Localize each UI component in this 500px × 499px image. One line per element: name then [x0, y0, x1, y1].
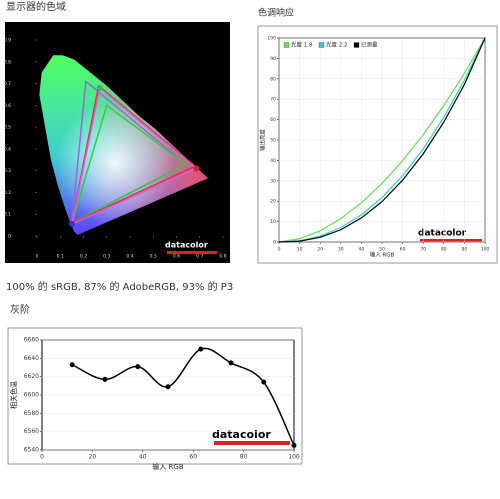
curve — [278, 37, 486, 243]
gamut-triangle — [70, 84, 197, 225]
legend-swatch — [318, 42, 325, 48]
point — [165, 384, 171, 390]
primary-point — [68, 221, 75, 228]
y-tick-label: 0.6 — [4, 103, 11, 109]
x-tick-label: 0.1 — [57, 254, 64, 260]
y-tick-label: 0.9 — [4, 38, 11, 44]
y-tick-label: 100 — [267, 36, 276, 42]
x-tick-label: 10 — [297, 247, 303, 253]
y-tick-label: 50 — [270, 138, 276, 144]
y-tick-label: 0.4 — [4, 146, 11, 152]
primary-point — [193, 165, 200, 172]
y-tick-label: 60 — [270, 117, 276, 123]
x-tick-label: 70 — [420, 247, 426, 253]
y-tick-label: 6640 — [24, 355, 39, 362]
y-tick-label: 70 — [270, 97, 276, 103]
y-tick-label: 0 — [273, 240, 276, 246]
y-tick-label: 0.5 — [4, 125, 11, 131]
x-axis-label: 输入 RGB — [152, 462, 184, 471]
y-tick-label: 0.8 — [4, 59, 11, 65]
x-tick-label: 0 — [278, 247, 281, 253]
x-tick-label: 20 — [89, 454, 97, 461]
watermark: datacolor — [418, 229, 467, 239]
y-tick-label: 0.2 — [4, 190, 11, 196]
watermark: datacolor — [165, 241, 208, 250]
y-tick-label: 0.1 — [4, 212, 11, 218]
y-tick-label: 6560 — [24, 428, 39, 435]
y-axis-label: 输出亮度 — [259, 129, 267, 152]
y-tick-label: 0.3 — [4, 168, 11, 174]
x-tick-label: 100 — [288, 454, 300, 461]
y-tick-label: 6580 — [24, 410, 39, 417]
x-tick-label: 0.5 — [150, 254, 157, 260]
x-tick-label: 60 — [189, 454, 197, 461]
x-tick-label: 20 — [317, 247, 323, 253]
y-axis-label: 相关色温 — [9, 381, 18, 409]
legend-label: 光度 1.8 — [291, 41, 313, 49]
y-tick-label: 80 — [270, 76, 276, 82]
y-tick-label: 30 — [270, 178, 276, 184]
point — [261, 379, 267, 385]
x-tick-label: 0.6 — [173, 254, 180, 260]
chart-title: 灰阶 — [10, 303, 30, 316]
curve — [278, 37, 486, 243]
x-tick-label: 0.3 — [103, 254, 110, 260]
y-tick-label: 6660 — [24, 337, 39, 344]
logo-bar — [214, 441, 290, 445]
legend-label: 已测量 — [361, 41, 378, 49]
x-tick-label: 80 — [441, 247, 447, 253]
x-tick-label: 60 — [400, 247, 406, 253]
y-tick-label: 90 — [270, 56, 276, 62]
curve — [278, 37, 486, 243]
legend-swatch — [353, 42, 360, 48]
y-tick-label: 40 — [270, 158, 276, 164]
x-tick-label: 90 — [462, 247, 468, 253]
chart-title: 显示器的色域 — [6, 0, 66, 13]
y-tick-label: 6620 — [24, 373, 39, 380]
y-tick-label: 6540 — [24, 447, 39, 454]
x-tick-label: 0.8 — [219, 254, 226, 260]
x-tick-label: 40 — [359, 247, 365, 253]
x-tick-label: 30 — [338, 247, 344, 253]
legend-swatch — [283, 42, 290, 48]
gamut-triangle — [70, 104, 188, 225]
x-tick-label: 0 — [36, 254, 39, 260]
legend-label: 光度 2.2 — [326, 41, 348, 49]
primary-point — [96, 84, 103, 91]
y-tick-label: 0 — [8, 234, 11, 240]
point — [291, 442, 297, 448]
x-tick-label: 0.4 — [126, 254, 133, 260]
y-tick-label: 0.7 — [4, 81, 11, 87]
x-tick-label: 0.7 — [196, 254, 203, 260]
x-tick-label: 0.2 — [80, 254, 87, 260]
x-tick-label: 40 — [139, 454, 147, 461]
point — [135, 364, 141, 370]
x-axis-label: 输入 RGB — [370, 251, 395, 259]
gamut-triangle — [70, 86, 198, 226]
logo-bar — [420, 239, 482, 242]
logo-bar — [167, 251, 217, 254]
x-tick-label: 0 — [40, 454, 44, 461]
x-tick-label: 50 — [379, 247, 385, 253]
y-tick-label: 20 — [270, 199, 276, 205]
chart-title: 色调响应 — [258, 7, 294, 19]
watermark: datacolor — [212, 428, 271, 441]
point — [198, 346, 204, 352]
x-tick-label: 80 — [240, 454, 248, 461]
y-tick-label: 6600 — [24, 392, 39, 399]
y-tick-label: 10 — [270, 219, 276, 225]
chart-subtitle: 100% 的 sRGB, 87% 的 AdobeRGB, 93% 的 P3 — [6, 280, 233, 293]
x-tick-label: 100 — [481, 247, 490, 253]
point — [102, 376, 108, 382]
point — [228, 360, 234, 366]
point — [69, 362, 75, 368]
